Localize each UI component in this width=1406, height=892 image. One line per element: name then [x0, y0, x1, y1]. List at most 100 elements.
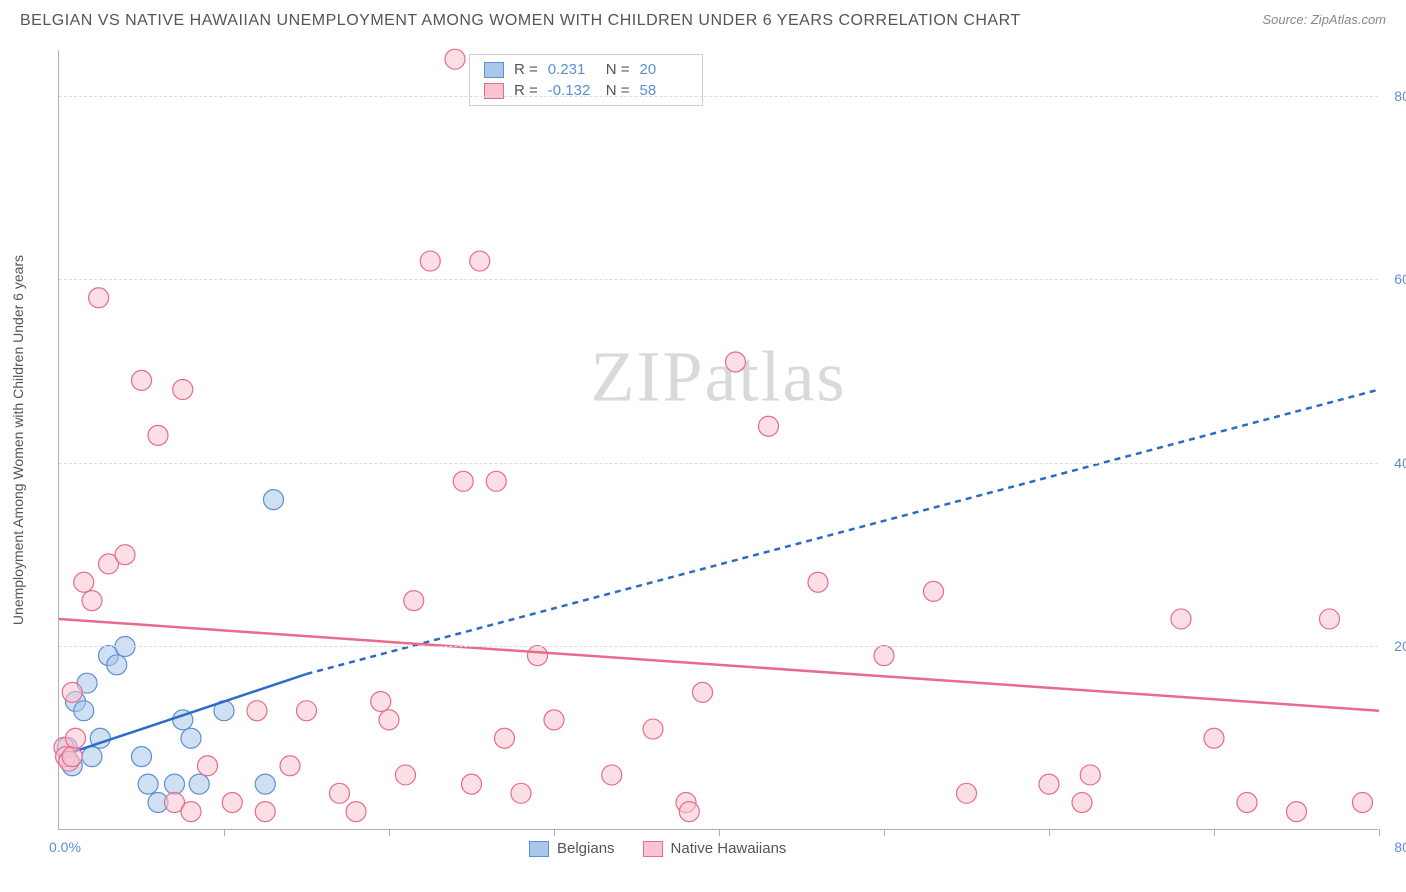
- n-value-belgians: 20: [640, 61, 688, 78]
- data-point: [181, 802, 201, 822]
- data-point: [445, 49, 465, 69]
- data-point: [379, 710, 399, 730]
- x-tick: [1049, 829, 1050, 836]
- data-point: [470, 251, 490, 271]
- header-row: BELGIAN VS NATIVE HAWAIIAN UNEMPLOYMENT …: [0, 0, 1406, 30]
- gridline: [59, 96, 1378, 97]
- data-point: [132, 747, 152, 767]
- data-point: [495, 728, 515, 748]
- data-point: [346, 802, 366, 822]
- data-point: [82, 591, 102, 611]
- data-point: [874, 646, 894, 666]
- scatter-svg: [59, 50, 1378, 829]
- data-point: [486, 471, 506, 491]
- data-point: [74, 701, 94, 721]
- regression-line: [59, 619, 1379, 711]
- data-point: [544, 710, 564, 730]
- regression-line-extrapolated: [307, 390, 1380, 674]
- data-point: [759, 416, 779, 436]
- data-point: [420, 251, 440, 271]
- data-point: [726, 352, 746, 372]
- y-tick-label: 80.0%: [1394, 88, 1406, 104]
- data-point: [1204, 728, 1224, 748]
- gridline: [59, 279, 1378, 280]
- legend-item-hawaiians: Native Hawaiians: [643, 840, 787, 857]
- data-point: [1320, 609, 1340, 629]
- data-point: [396, 765, 416, 785]
- gridline: [59, 646, 1378, 647]
- data-point: [693, 682, 713, 702]
- data-point: [808, 572, 828, 592]
- data-point: [189, 774, 209, 794]
- series-legend: Belgians Native Hawaiians: [529, 840, 786, 857]
- data-point: [297, 701, 317, 721]
- x-tick: [224, 829, 225, 836]
- data-point: [148, 425, 168, 445]
- plot-area: ZIPatlas 0.0% 80.0% R = 0.231 N = 20 R =…: [58, 50, 1378, 830]
- legend-row-hawaiians: R = -0.132 N = 58: [484, 80, 688, 101]
- data-point: [89, 288, 109, 308]
- correlation-legend: R = 0.231 N = 20 R = -0.132 N = 58: [469, 54, 703, 106]
- n-label: N =: [606, 61, 630, 78]
- data-point: [371, 692, 391, 712]
- data-point: [924, 581, 944, 601]
- x-tick: [554, 829, 555, 836]
- data-point: [528, 646, 548, 666]
- source-label: Source: ZipAtlas.com: [1262, 12, 1386, 27]
- x-tick: [1379, 829, 1380, 836]
- data-point: [462, 774, 482, 794]
- x-axis-max-label: 80.0%: [1394, 839, 1406, 855]
- data-point: [1171, 609, 1191, 629]
- data-point: [62, 682, 82, 702]
- chart-title: BELGIAN VS NATIVE HAWAIIAN UNEMPLOYMENT …: [20, 12, 1021, 30]
- data-point: [643, 719, 663, 739]
- data-point: [247, 701, 267, 721]
- legend-swatch-belgians: [529, 841, 549, 857]
- data-point: [602, 765, 622, 785]
- x-tick: [884, 829, 885, 836]
- legend-swatch-hawaiians: [643, 841, 663, 857]
- data-point: [74, 572, 94, 592]
- legend-swatch-belgians: [484, 62, 504, 78]
- data-point: [1287, 802, 1307, 822]
- data-point: [173, 380, 193, 400]
- data-point: [957, 783, 977, 803]
- data-point: [222, 792, 242, 812]
- x-tick: [719, 829, 720, 836]
- data-point: [453, 471, 473, 491]
- data-point: [132, 370, 152, 390]
- data-point: [330, 783, 350, 803]
- r-label: R =: [514, 61, 538, 78]
- y-axis-label: Unemployment Among Women with Children U…: [10, 255, 26, 625]
- data-point: [404, 591, 424, 611]
- legend-row-belgians: R = 0.231 N = 20: [484, 59, 688, 80]
- legend-item-belgians: Belgians: [529, 840, 615, 857]
- data-point: [1353, 792, 1373, 812]
- data-point: [679, 802, 699, 822]
- data-point: [107, 655, 127, 675]
- data-point: [62, 747, 82, 767]
- y-tick-label: 40.0%: [1394, 455, 1406, 471]
- r-value-belgians: 0.231: [548, 61, 596, 78]
- x-tick: [389, 829, 390, 836]
- data-point: [1080, 765, 1100, 785]
- legend-label-belgians: Belgians: [557, 840, 615, 857]
- data-point: [1237, 792, 1257, 812]
- data-point: [1039, 774, 1059, 794]
- data-point: [264, 490, 284, 510]
- x-tick: [1214, 829, 1215, 836]
- data-point: [82, 747, 102, 767]
- x-axis-min-label: 0.0%: [49, 839, 81, 855]
- data-point: [165, 774, 185, 794]
- gridline: [59, 463, 1378, 464]
- data-point: [138, 774, 158, 794]
- data-point: [1072, 792, 1092, 812]
- y-tick-label: 60.0%: [1394, 271, 1406, 287]
- data-point: [181, 728, 201, 748]
- data-point: [255, 802, 275, 822]
- data-point: [255, 774, 275, 794]
- data-point: [198, 756, 218, 776]
- y-tick-label: 20.0%: [1394, 638, 1406, 654]
- data-point: [511, 783, 531, 803]
- data-point: [280, 756, 300, 776]
